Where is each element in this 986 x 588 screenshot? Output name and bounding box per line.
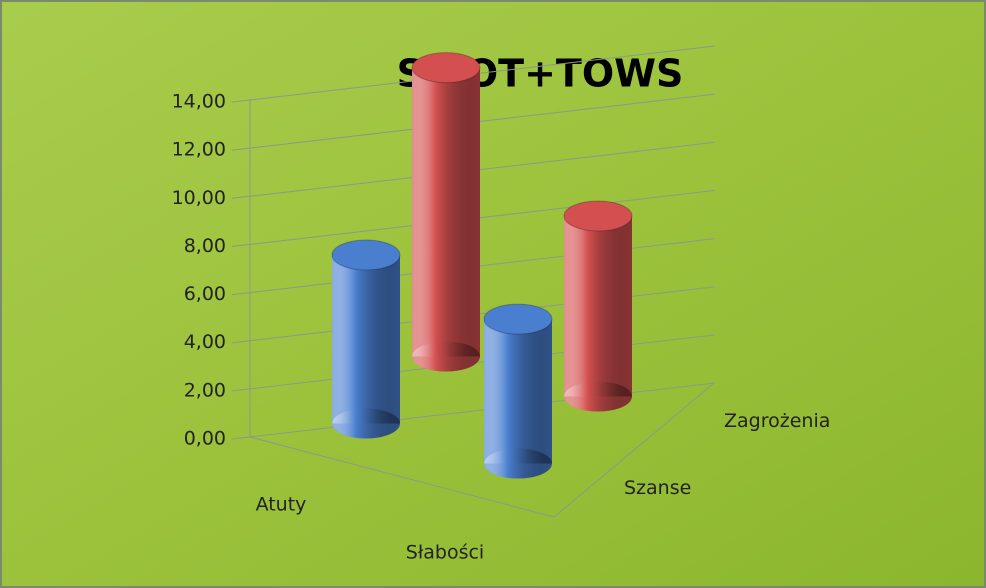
grid-line	[249, 334, 716, 390]
cylinder-top	[411, 52, 481, 84]
cylinder-body	[484, 319, 552, 464]
y-tick-label: 12,00	[172, 139, 226, 161]
cylinder-bottom-shade	[332, 408, 400, 439]
cylinder-bottom-shade	[564, 381, 632, 412]
grid-line	[249, 141, 716, 197]
cylinder-body	[564, 215, 632, 397]
cylinder-bottom-shade	[484, 448, 552, 479]
grid-line	[249, 189, 716, 245]
depth-axis	[553, 382, 715, 518]
grid-line	[249, 93, 716, 149]
cylinder-top	[331, 239, 401, 271]
y-tick	[231, 388, 251, 392]
y-tick-label: 4,00	[184, 331, 226, 353]
cylinder-top	[563, 200, 633, 232]
y-tick-label: 8,00	[184, 235, 226, 257]
y-tick	[231, 147, 251, 151]
grid-line	[249, 238, 716, 294]
cylinder	[411, 52, 481, 372]
y-tick-label: 6,00	[184, 283, 226, 305]
x-tick-label: Atuty	[256, 494, 307, 516]
y-tick	[231, 243, 251, 247]
x-tick-label: Słabości	[406, 542, 484, 564]
legend-label: Zagrożenia	[724, 410, 830, 432]
legend-label: Szanse	[624, 477, 691, 499]
grid-line	[249, 382, 716, 438]
y-tick	[231, 340, 251, 344]
y-tick-label: 2,00	[184, 379, 226, 401]
y-tick	[231, 436, 251, 440]
cylinder	[563, 200, 633, 412]
y-tick	[231, 99, 251, 103]
grid-line	[249, 286, 716, 342]
cylinder-body	[412, 67, 480, 357]
y-tick-label: 0,00	[184, 428, 226, 450]
x-axis	[249, 436, 555, 518]
grid-line	[249, 45, 716, 101]
cylinder-body	[332, 255, 400, 424]
cylinder-top	[483, 303, 553, 335]
cylinder-bottom-shade	[412, 341, 480, 372]
y-tick	[231, 292, 251, 296]
y-tick-label: 10,00	[172, 187, 226, 209]
y-tick	[231, 195, 251, 199]
cylinder	[331, 239, 401, 439]
cylinder	[483, 303, 553, 479]
y-tick-label: 14,00	[172, 91, 226, 113]
